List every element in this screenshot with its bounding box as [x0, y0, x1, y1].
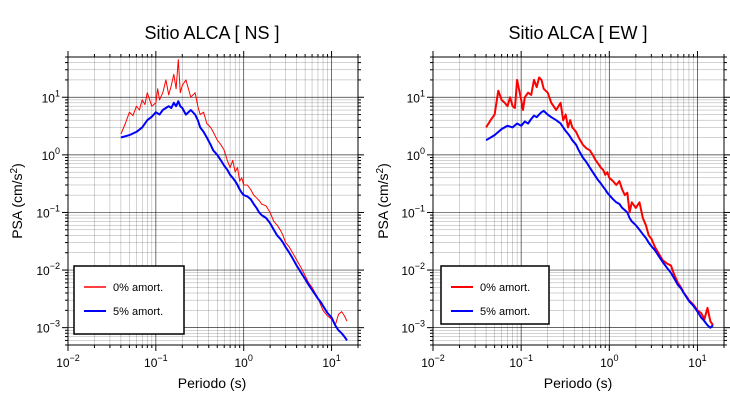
y-tick-label: 10−1	[401, 203, 425, 220]
x-tick-label: 100	[235, 353, 253, 370]
y-axis-label: PSA (cm/s2)	[9, 163, 25, 239]
x-tick-label-exp: 1	[702, 353, 707, 363]
y-axis-label-main: PSA (cm/s	[375, 173, 391, 238]
x-tick-label-base: 10	[421, 356, 435, 370]
legend-box	[73, 265, 185, 335]
y-axis-label-close: )	[375, 163, 391, 168]
legend-label-1: 5% amort.	[480, 306, 530, 318]
y-axis-label: PSA (cm/s2)	[375, 163, 391, 239]
x-tick-label-exp: −2	[70, 353, 80, 363]
x-tick-label: 10−1	[144, 353, 168, 370]
chart-panel-ew: Sitio ALCA [ EW ] 10−2 10−1 100 10110−310−2…	[375, 23, 730, 391]
x-tick-label: 10−2	[56, 353, 80, 370]
x-tick-label: 10−2	[421, 353, 445, 370]
y-tick-label-exp: −3	[50, 319, 60, 329]
x-tick-label-exp: −1	[157, 353, 167, 363]
series-line-1	[485, 109, 714, 329]
y-tick-label-base: 10	[407, 91, 421, 105]
y-tick-label: 10−3	[401, 319, 425, 336]
legend-label-0: 0% amort.	[113, 282, 163, 294]
plot-frame	[432, 56, 725, 346]
legend-box	[440, 265, 550, 325]
series-line-0	[120, 59, 348, 326]
x-tick-label-base: 10	[322, 356, 336, 370]
x-axis-label: Periodo (s)	[178, 375, 246, 391]
y-tick-label: 10−1	[36, 203, 60, 220]
x-axis-label: Periodo (s)	[544, 375, 612, 391]
legend-label-1: 5% amort.	[113, 306, 163, 318]
x-tick-label-base: 10	[600, 356, 614, 370]
y-tick-label-exp: 0	[55, 146, 60, 156]
chart-title: Sitio ALCA [ NS ]	[144, 23, 279, 43]
x-tick-label: 10−1	[509, 353, 533, 370]
y-tick-label-exp: −1	[50, 203, 60, 213]
series-lines	[120, 59, 348, 341]
y-axis-label-sup: 2	[9, 167, 20, 173]
x-tick-label-base: 10	[509, 356, 523, 370]
plot-frame	[67, 56, 359, 346]
chart-panel-ns: Sitio ALCA [ NS ] 10−2 10−1 100 10110−310−2…	[9, 23, 364, 391]
x-tick-label-base: 10	[56, 356, 70, 370]
legend-label-0: 0% amort.	[480, 282, 530, 294]
x-tick-label: 100	[600, 353, 618, 370]
series-line-0	[485, 76, 714, 326]
y-tick-label: 10−2	[401, 261, 425, 278]
y-tick-label: 100	[42, 146, 60, 163]
y-tick-label-exp: −2	[415, 261, 425, 271]
series-line-1	[120, 100, 348, 341]
y-tick-label-base: 10	[401, 322, 415, 336]
x-tick-label-exp: 0	[613, 353, 618, 363]
y-tick-label-exp: −3	[415, 319, 425, 329]
legend: 0% amort. 5% amort.	[440, 265, 550, 325]
y-tick-label-exp: 0	[420, 146, 425, 156]
y-axis-label-sup: 2	[375, 167, 386, 173]
x-tick-label-base: 10	[144, 356, 158, 370]
series-lines	[485, 76, 714, 329]
y-axis-label-close: )	[9, 163, 25, 168]
chart-title: Sitio ALCA [ EW ]	[508, 23, 647, 43]
y-tick-label-base: 10	[42, 91, 56, 105]
x-tick-label: 101	[322, 353, 340, 370]
x-tick-label-base: 10	[688, 356, 702, 370]
y-tick-label: 10−3	[36, 319, 60, 336]
y-tick-label-exp: −2	[50, 261, 60, 271]
y-tick-label-exp: 1	[420, 88, 425, 98]
y-tick-label-base: 10	[36, 206, 50, 220]
y-tick-label-exp: −1	[415, 203, 425, 213]
y-tick-label-base: 10	[36, 264, 50, 278]
x-tick-label-exp: 1	[336, 353, 341, 363]
y-tick-label-base: 10	[407, 149, 421, 163]
x-tick-label-exp: −2	[435, 353, 445, 363]
x-tick-label-base: 10	[235, 356, 249, 370]
y-tick-label-base: 10	[401, 206, 415, 220]
y-tick-label: 101	[407, 88, 425, 105]
y-tick-label: 101	[42, 88, 60, 105]
y-tick-label: 100	[407, 146, 425, 163]
x-tick-label-exp: 0	[248, 353, 253, 363]
y-tick-label-exp: 1	[55, 88, 60, 98]
y-tick-label-base: 10	[42, 149, 56, 163]
y-tick-label-base: 10	[36, 322, 50, 336]
y-axis-label-main: PSA (cm/s	[9, 173, 25, 238]
legend: 0% amort. 5% amort.	[73, 265, 185, 335]
y-tick-label: 10−2	[36, 261, 60, 278]
y-tick-label-base: 10	[401, 264, 415, 278]
x-tick-label: 101	[688, 353, 706, 370]
x-tick-label-exp: −1	[523, 353, 533, 363]
